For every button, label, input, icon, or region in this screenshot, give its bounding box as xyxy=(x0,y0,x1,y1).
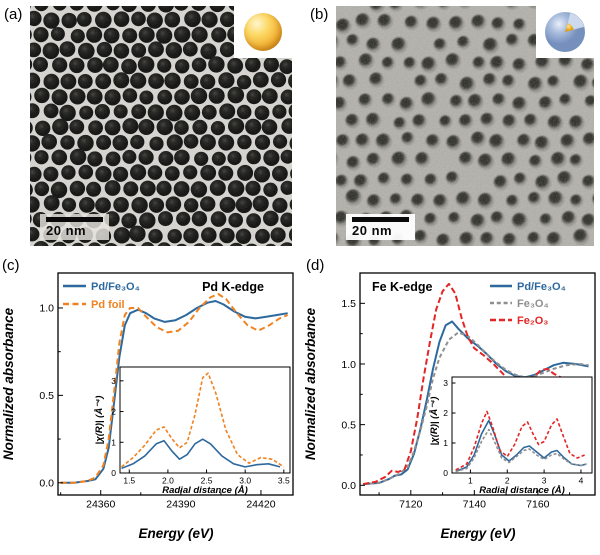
inset-x-axis-title-c: Radial distance (Å) xyxy=(162,485,248,496)
y-axis-title-d: Normalized absorbance xyxy=(303,307,318,460)
pd-exafs-inset: 1.5 2.0 2.5 3.0 3.5 0 1 2 3 xyxy=(111,366,291,486)
inset-y-axis-title-d: |χ(R)| (Å⁻⁴) xyxy=(429,397,440,446)
inset-x-axis-title-d: Radial distance (Å) xyxy=(479,485,565,496)
tick-label: 0 xyxy=(443,468,448,478)
series-line xyxy=(121,438,281,470)
series-line xyxy=(120,372,285,468)
legend-label-pdfoil-c: Pd foil xyxy=(91,299,125,311)
series-lines xyxy=(363,282,589,486)
legend-c: Pd/Fe₃O₄ Pd foil xyxy=(63,281,140,311)
scalebar-label-b: 20 nm xyxy=(352,223,393,238)
tick-label: 24420 xyxy=(246,499,275,511)
tick-label: 2 xyxy=(443,408,448,418)
panel-label-a: (a) xyxy=(4,6,23,23)
tick-label: 3 xyxy=(111,376,116,386)
x-axis-title-d: Energy (eV) xyxy=(440,526,516,541)
edge-label-c: Pd K-edge xyxy=(202,280,264,294)
inset-model-a xyxy=(234,6,292,58)
inset-background xyxy=(452,377,592,473)
legend-label-pdfe3o4-c: Pd/Fe₃O₄ xyxy=(91,281,140,293)
axis-box xyxy=(57,272,294,496)
scalebar-a: 20 nm xyxy=(40,214,109,240)
series-line xyxy=(455,419,587,473)
panel-label-b: (b) xyxy=(310,6,329,23)
tick-label: 3.5 xyxy=(278,476,290,486)
legend-label-fe3o4-d: Fe₃O₄ xyxy=(517,298,549,310)
scalebar-label-a: 20 nm xyxy=(46,223,87,238)
axis-box xyxy=(119,366,291,474)
series-lines xyxy=(455,410,587,473)
y-axis-title-c: Normalized absorbance xyxy=(1,307,16,460)
tick-label: 2.0 xyxy=(162,476,174,486)
tick-label: 1 xyxy=(111,437,116,447)
series-lines xyxy=(60,293,289,484)
tick-label: 3 xyxy=(443,378,448,388)
tick-label: 3.0 xyxy=(239,476,251,486)
core-shell-sphere-icon xyxy=(545,12,585,52)
tick-label: 24390 xyxy=(166,499,195,511)
inset-background xyxy=(120,367,290,473)
scalebar-line-b xyxy=(352,217,409,222)
axis-box xyxy=(359,272,596,496)
edge-label-d: Fe K-edge xyxy=(372,280,432,294)
legend-d: Pd/Fe₃O₄ Fe₃O₄ Fe₂O₃ xyxy=(490,281,566,327)
tick-label: 4 xyxy=(579,476,584,486)
fe-exafs-inset: 1 2 3 4 0 1 2 3 xyxy=(443,376,593,486)
tick-label: 24360 xyxy=(86,499,115,511)
tick-label: 7120 xyxy=(399,499,423,511)
solid-sphere-icon xyxy=(244,13,282,51)
tick-label: 7140 xyxy=(463,499,487,511)
tick-label: 7160 xyxy=(526,499,550,511)
tick-label: 0.5 xyxy=(39,390,54,402)
pd-xanes-plot: 24360 24390 24420 0.0 0.5 1.0 xyxy=(39,272,294,511)
legend-label-fe2o3-d: Fe₂O₃ xyxy=(517,315,548,327)
fe-xanes-chart: Normalized absorbance Energy (eV) 7120 71… xyxy=(303,272,596,541)
inset-y-axis-title-c: |χ(R)| (Å⁻⁴) xyxy=(94,396,105,445)
series-lines xyxy=(120,372,285,470)
tick-label: 1.5 xyxy=(341,298,356,310)
tick-label: 1.0 xyxy=(39,303,54,315)
x-axis-title-c: Energy (eV) xyxy=(138,526,214,541)
tick-label: 0.0 xyxy=(39,478,54,490)
tick-label: 1.5 xyxy=(123,476,135,486)
scalebar-b: 20 nm xyxy=(346,214,415,240)
series-line xyxy=(455,428,587,473)
fe-xanes-plot: 7120 7140 7160 0.0 0.5 1.0 1.5 xyxy=(341,272,596,511)
inset-model-b xyxy=(536,6,594,58)
series-line xyxy=(363,331,589,486)
tick-label: 1 xyxy=(468,476,473,486)
tick-label: 3 xyxy=(542,476,547,486)
scalebar-line-a xyxy=(46,217,103,222)
tick-label: 0 xyxy=(111,468,116,478)
tick-label: 2.5 xyxy=(201,476,213,486)
tem-image-a: 20 nm xyxy=(30,6,292,246)
tick-label: 1 xyxy=(443,438,448,448)
series-line xyxy=(60,293,289,484)
tick-label: 1.0 xyxy=(341,359,356,371)
tick-label: 0.5 xyxy=(341,419,356,431)
tick-label: 0.0 xyxy=(341,480,356,492)
legend-label-pdfe3o4-d: Pd/Fe₃O₄ xyxy=(517,281,566,293)
tick-label: 2 xyxy=(505,476,510,486)
pd-xanes-chart: Normalized absorbance Energy (eV) 24360 2… xyxy=(1,272,294,541)
panel-label-c: (c) xyxy=(2,257,20,274)
tick-label: 2 xyxy=(111,407,116,417)
tem-image-b: 20 nm xyxy=(336,6,594,246)
axis-box xyxy=(451,376,593,474)
series-line xyxy=(363,320,589,486)
panel-label-d: (d) xyxy=(306,257,325,274)
series-line xyxy=(455,410,585,471)
